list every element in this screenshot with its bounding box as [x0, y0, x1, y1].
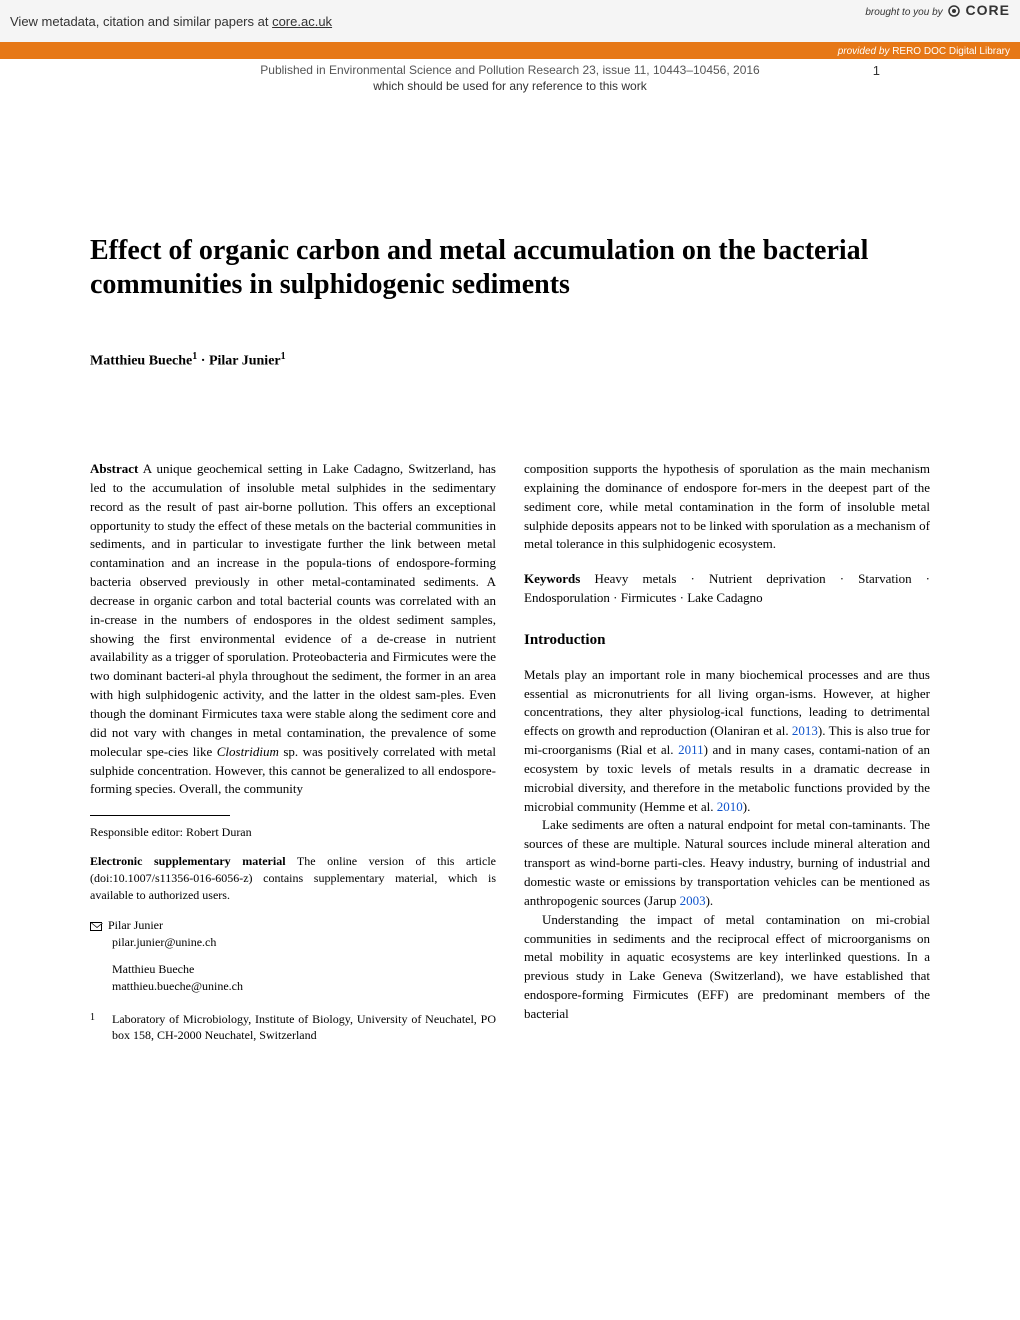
publication-note: Published in Environmental Science and P… — [0, 59, 1020, 94]
brought-by-label: brought to you by — [865, 7, 942, 18]
affil-number: 1 — [90, 1011, 95, 1025]
metadata-text: View metadata, citation and similar pape… — [10, 14, 332, 29]
metadata-prefix: View metadata, citation and similar pape… — [10, 14, 272, 29]
article-title: Effect of organic carbon and metal accum… — [90, 234, 930, 301]
keywords-label: Keywords — [524, 571, 580, 586]
abstract-text-1: A unique geochemical setting in Lake Cad… — [90, 461, 496, 759]
provided-by-bar: provided by RERO DOC Digital Library — [0, 44, 1020, 59]
corr2-name: Matthieu Bueche — [112, 962, 194, 976]
pub-line2: which should be used for any reference t… — [373, 79, 646, 93]
author-1: Matthieu Bueche — [90, 354, 192, 369]
intro-p1d: ). — [743, 799, 751, 814]
keywords-text: Heavy metals · Nutrient deprivation · St… — [524, 571, 930, 605]
corr1-email: pilar.junier@unine.ch — [90, 934, 216, 951]
author-2-affil: 1 — [281, 351, 286, 362]
corr1-name: Pilar Junier — [108, 918, 163, 932]
left-column: Abstract A unique geochemical setting in… — [90, 460, 496, 1044]
core-icon — [947, 4, 961, 18]
footnotes: Responsible editor: Robert Duran Electro… — [90, 824, 496, 1044]
affil-text: Laboratory of Microbiology, Institute of… — [112, 1012, 496, 1043]
right-column: composition supports the hypothesis of s… — [524, 460, 930, 1044]
ref-2010[interactable]: 2010 — [717, 799, 743, 814]
correspondence: Pilar Junier pilar.junier@unine.ch Matth… — [90, 917, 496, 994]
esm-label: Electronic supplementary material — [90, 854, 286, 868]
core-logo-text: CORE — [966, 2, 1010, 18]
ref-2011[interactable]: 2011 — [678, 742, 704, 757]
two-column-body: Abstract A unique geochemical setting in… — [90, 460, 930, 1044]
author-2: Pilar Junier — [209, 354, 281, 369]
footnote-separator — [90, 815, 230, 816]
clostridium-italic: Clostridium — [217, 744, 279, 759]
page-content: Effect of organic carbon and metal accum… — [0, 94, 1020, 1084]
editor-note: Responsible editor: Robert Duran — [90, 824, 496, 841]
core-link[interactable]: core.ac.uk — [272, 14, 332, 29]
pub-line1: Published in Environmental Science and P… — [260, 63, 759, 77]
library-name: RERO DOC Digital Library — [892, 46, 1010, 57]
envelope-icon — [90, 922, 102, 931]
intro-p2b: ). — [706, 893, 714, 908]
metadata-banner: View metadata, citation and similar pape… — [0, 0, 1020, 44]
provided-by-label: provided by — [838, 46, 890, 57]
core-attribution: brought to you by CORE — [865, 2, 1010, 20]
corr2-email: matthieu.bueche@unine.ch — [112, 979, 243, 993]
esm-note: Electronic supplementary material The on… — [90, 853, 496, 903]
abstract-para: Abstract A unique geochemical setting in… — [90, 460, 496, 799]
intro-p2a: Lake sediments are often a natural endpo… — [524, 817, 930, 907]
intro-heading: Introduction — [524, 630, 930, 652]
page-number: 1 — [873, 63, 880, 80]
author-sep: · — [197, 354, 209, 369]
abstract-continued: composition supports the hypothesis of s… — [524, 460, 930, 554]
ref-2003[interactable]: 2003 — [680, 893, 706, 908]
intro-para-1: Metals play an important role in many bi… — [524, 666, 930, 817]
intro-para-2: Lake sediments are often a natural endpo… — [524, 816, 930, 910]
ref-2013[interactable]: 2013 — [792, 723, 818, 738]
affiliation: 1 Laboratory of Microbiology, Institute … — [90, 1011, 496, 1045]
keywords-para: Keywords Heavy metals · Nutrient depriva… — [524, 570, 930, 608]
corr-author-2: Matthieu Bueche matthieu.bueche@unine.ch — [90, 961, 496, 995]
corr-author-1: Pilar Junier pilar.junier@unine.ch — [90, 917, 496, 951]
author-line: Matthieu Bueche1 · Pilar Junier1 — [90, 351, 930, 370]
intro-para-3: Understanding the impact of metal contam… — [524, 911, 930, 1024]
abstract-label: Abstract — [90, 461, 138, 476]
